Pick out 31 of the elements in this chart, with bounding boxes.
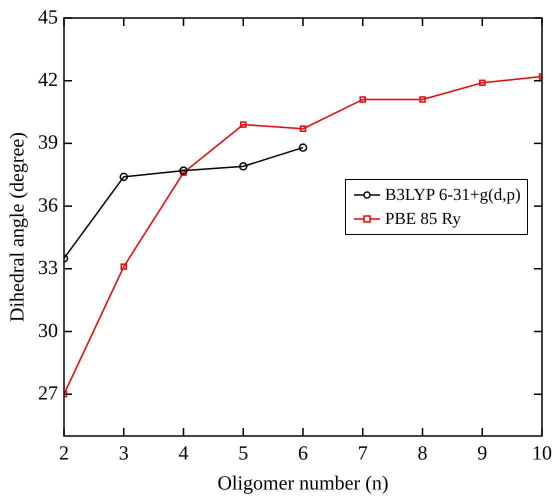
point xyxy=(120,263,127,270)
x-tick-label: 4 xyxy=(178,442,188,464)
y-axis-title: Dihedral angle (degree) xyxy=(6,132,28,322)
x-tick-label: 7 xyxy=(358,442,368,464)
point xyxy=(239,162,248,171)
y-tick-label: 45 xyxy=(38,6,58,28)
x-tick-label: 10 xyxy=(532,442,552,464)
x-axis-title: Oligomer number (n) xyxy=(217,472,389,494)
point xyxy=(360,96,366,103)
y-tick-label: 36 xyxy=(38,194,58,216)
legend-label: B3LYP 6-31+g(d,p) xyxy=(385,185,521,205)
x-tick-label: 5 xyxy=(238,442,248,464)
x-tick-label: 2 xyxy=(59,442,69,464)
x-tick-label: 6 xyxy=(298,442,308,464)
point xyxy=(300,126,306,132)
point xyxy=(179,166,188,175)
point xyxy=(298,143,308,152)
point xyxy=(419,96,426,103)
legend-label: PBE 85 Ry xyxy=(385,209,461,229)
point xyxy=(240,121,246,128)
y-tick-label: 27 xyxy=(38,382,58,404)
y-tick-label: 30 xyxy=(38,320,58,342)
point xyxy=(479,80,486,86)
point xyxy=(120,172,128,182)
y-tick-label: 42 xyxy=(38,68,58,91)
point xyxy=(180,169,187,176)
y-tick-label: 39 xyxy=(38,132,58,154)
x-tick-label: 8 xyxy=(418,442,428,464)
x-tick-label: 3 xyxy=(118,442,129,464)
y-tick-label: 33 xyxy=(38,257,58,280)
x-tick-label: 9 xyxy=(477,442,488,464)
